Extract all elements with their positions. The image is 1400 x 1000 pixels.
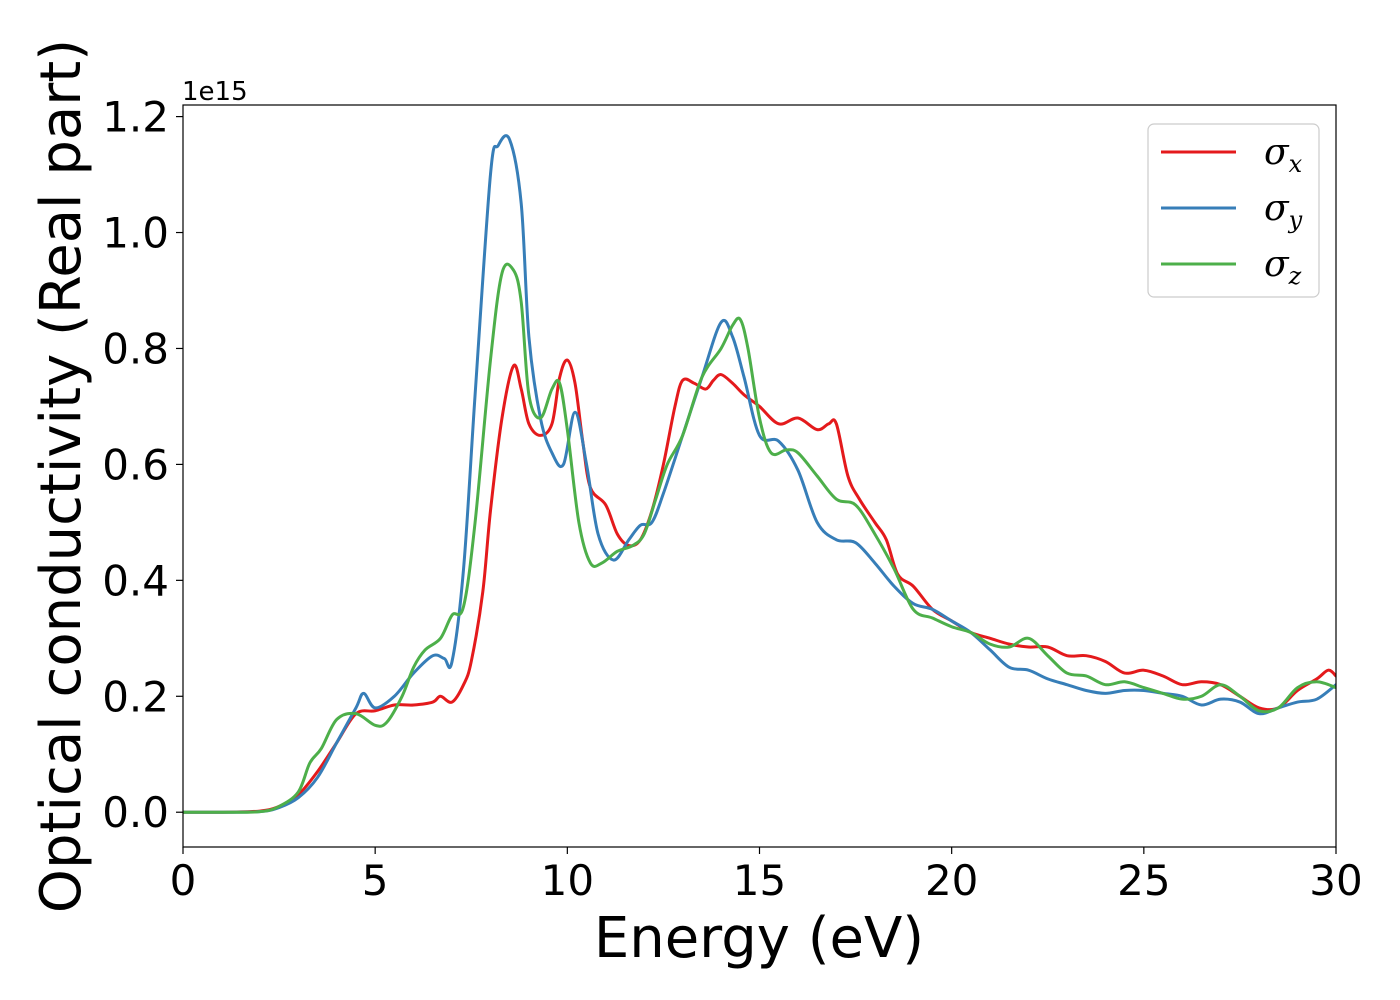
x-tick-label: 20 xyxy=(925,856,978,905)
legend-label-z: σz xyxy=(1264,244,1302,290)
legend: σx σy σz xyxy=(1147,123,1320,298)
y-tick-label: 0.6 xyxy=(102,440,169,489)
y-tick-label: 1.2 xyxy=(102,93,169,142)
x-tick-label: 0 xyxy=(170,856,197,905)
lines-layer xyxy=(183,134,1336,814)
x-tick-label: 5 xyxy=(362,856,389,905)
y-tick-label: 0.8 xyxy=(102,324,169,373)
x-tick-label: 30 xyxy=(1309,856,1362,905)
legend-frame xyxy=(1147,123,1320,298)
x-tick-label: 25 xyxy=(1117,856,1170,905)
y-ticks: 0.0 0.2 0.4 0.6 0.8 1.0 1.2 xyxy=(102,93,183,837)
legend-label-y: σy xyxy=(1264,188,1303,234)
legend-entries: σx σy σz xyxy=(1161,132,1303,290)
y-tick-label: 0.0 xyxy=(102,788,169,837)
y-tick-label: 0.4 xyxy=(102,556,169,605)
legend-label-x: σx xyxy=(1264,132,1303,178)
series-line-x xyxy=(183,358,1336,814)
x-ticks: 0 5 10 15 20 25 30 xyxy=(170,847,1363,905)
series-line-z xyxy=(183,262,1336,814)
y-offset-label: 1e15 xyxy=(182,77,248,107)
y-tick-label: 1.0 xyxy=(102,209,169,258)
x-tick-label: 10 xyxy=(541,856,594,905)
y-tick-label: 0.2 xyxy=(102,672,169,721)
x-axis-label: Energy (eV) xyxy=(594,906,924,971)
x-tick-label: 15 xyxy=(733,856,786,905)
y-axis-label: Optical conductivity (Real part) xyxy=(29,39,94,913)
